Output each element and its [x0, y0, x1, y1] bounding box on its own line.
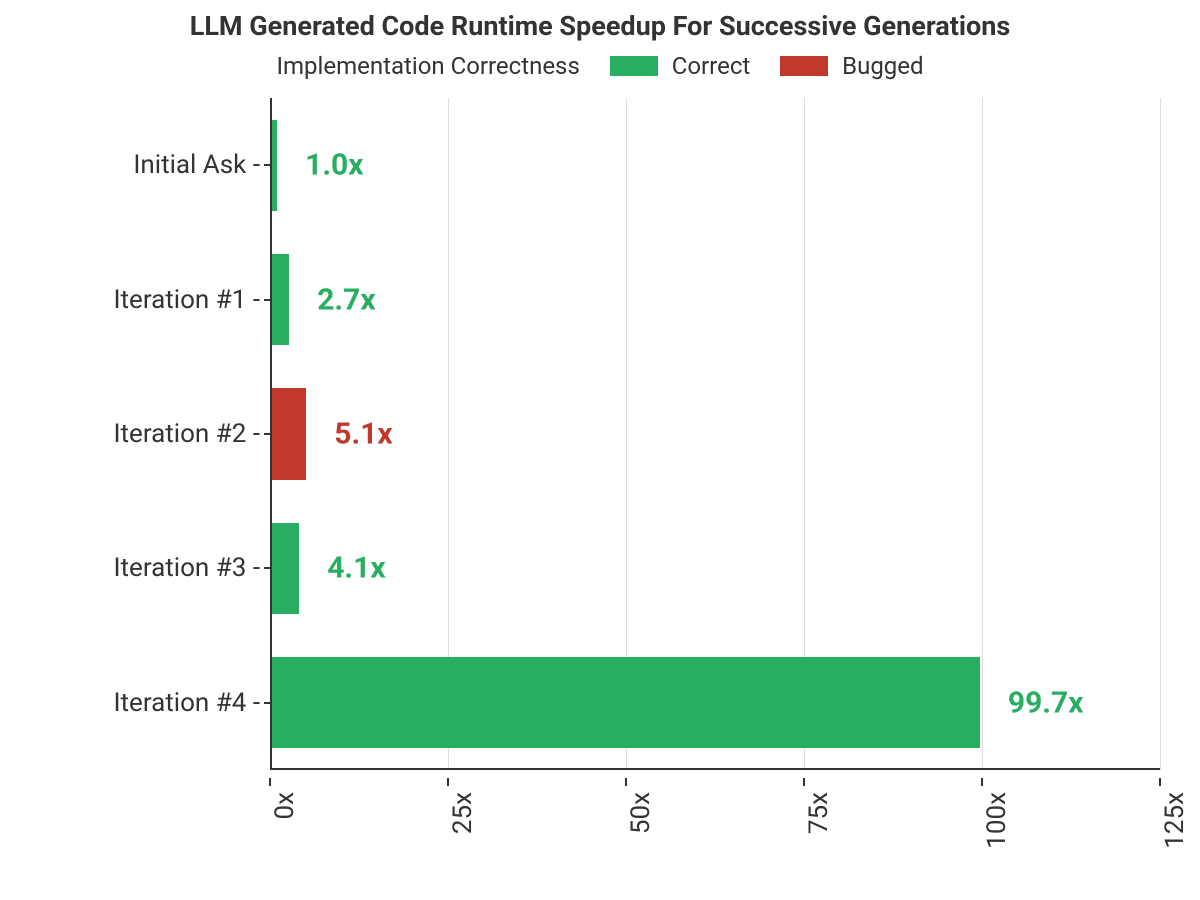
legend-swatch-correct [610, 56, 658, 76]
bar [270, 523, 299, 614]
x-axis-line [270, 768, 1160, 770]
y-category-label: Iteration #1 - [113, 285, 270, 315]
bar-value-label: 1.0x [305, 148, 363, 183]
y-category-label: Iteration #3 - [113, 553, 270, 583]
y-category-label: Iteration #4 - [113, 688, 270, 718]
legend-label-bugged: Bugged [842, 52, 923, 80]
y-category-label: Initial Ask - [133, 150, 270, 180]
legend: Implementation Correctness Correct Bugge… [0, 50, 1200, 80]
bar [270, 657, 980, 748]
x-tick-label: 125x [1160, 792, 1190, 849]
x-tick-label: 0x [270, 792, 300, 820]
legend-label-correct: Correct [672, 52, 751, 80]
bar-row: 2.7x [270, 254, 1160, 345]
bar-row: 99.7x [270, 657, 1160, 748]
x-tick-label: 25x [448, 792, 478, 834]
chart-container: LLM Generated Code Runtime Speedup For S… [0, 0, 1200, 900]
x-tick-label: 100x [982, 792, 1012, 849]
legend-title: Implementation Correctness [276, 52, 579, 80]
x-tick-label: 50x [626, 792, 656, 834]
y-category-label: Iteration #2 - [113, 419, 270, 449]
bar-row: 1.0x [270, 120, 1160, 211]
chart-title: LLM Generated Code Runtime Speedup For S… [0, 10, 1200, 42]
bar-value-label: 99.7x [1008, 685, 1084, 720]
bar [270, 254, 289, 345]
bar-value-label: 4.1x [327, 551, 385, 586]
plot-area: 0x25x50x75x100x125xInitial Ask -1.0xIter… [270, 98, 1160, 770]
bar-value-label: 5.1x [334, 416, 392, 451]
bar-value-label: 2.7x [317, 282, 375, 317]
legend-swatch-bugged [780, 56, 828, 76]
bar [270, 388, 306, 479]
gridline [1160, 98, 1161, 770]
y-axis-line [270, 98, 272, 770]
bar-row: 5.1x [270, 388, 1160, 479]
bar-row: 4.1x [270, 523, 1160, 614]
x-tick-label: 75x [804, 792, 834, 834]
